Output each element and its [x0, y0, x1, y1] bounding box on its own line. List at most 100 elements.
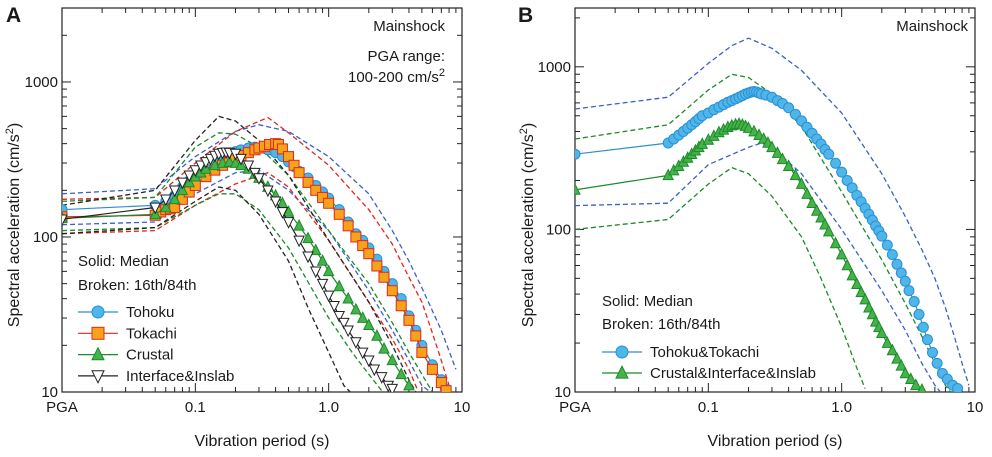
tokachi-84th-line [62, 116, 450, 386]
tokachi-point [416, 346, 428, 358]
panel-b-x-tick-label: 10 [967, 399, 984, 416]
tohoku-tokachi-point [841, 174, 853, 186]
panel-a-letter: A [6, 4, 21, 27]
crustal-series [62, 155, 415, 391]
legend-item-interface-inslab: Interface&Inslab [78, 368, 234, 385]
tokachi-point [371, 260, 383, 272]
tohoku-tokachi-point [881, 239, 893, 251]
panel-a-legend: Tohoku Tokachi Crustal Interface&Inslab [78, 304, 234, 385]
panel-a-plot-area: PGA 0.1 1.0 10 10 100 1000 [25, 7, 470, 416]
tokachi-16th-line [62, 171, 418, 389]
crustal-16th-line [62, 193, 383, 392]
panel-b-note-median: Solid: Median [602, 293, 693, 310]
interface-inslab-point [316, 278, 329, 291]
crustal-interface-inslab-point [910, 378, 922, 391]
interface-inslab-point [356, 347, 369, 360]
crustal-point [378, 341, 390, 354]
panel-b-y-tick-label: 10 [554, 384, 571, 401]
crustal-interface-inslab-point [881, 336, 894, 348]
panel-b-x-tick-label: PGA [559, 399, 591, 416]
crustal-interface-inslab-point [742, 121, 755, 133]
crustal-interface-inslab-84th-line [575, 73, 951, 392]
tokachi-point [317, 191, 329, 203]
tohoku-tokachi-point [913, 308, 925, 320]
tohoku-tokachi-point [876, 230, 888, 242]
legend-item-tohoku: Tohoku [78, 304, 174, 321]
panel-a-pga-range-label: PGA range: [367, 48, 445, 65]
panel-b-x-tick-label: 1.0 [831, 399, 852, 416]
crustal-point [176, 183, 189, 196]
crustal-point [350, 302, 362, 315]
panel-b-title: Mainshock [896, 18, 968, 35]
pga-range-superscript: 2 [439, 67, 445, 79]
interface-inslab-point [183, 170, 196, 183]
tohoku-tokachi-point [899, 275, 911, 287]
panel-a-note-median: Solid: Median [78, 253, 169, 270]
crustal-interface-inslab-point [904, 372, 917, 384]
legend-item-tokachi: Tokachi [78, 325, 177, 342]
legend-item-tohoku-tokachi: Tohoku&Tokachi [602, 344, 759, 361]
interface-inslab-point [269, 196, 282, 209]
crustal-point [333, 279, 346, 292]
crustal-interface-inslab-point [899, 366, 912, 379]
crustal-point [159, 200, 172, 213]
crustal-interface-inslab-point [895, 358, 908, 371]
crustal-interface-inslab-point [810, 204, 823, 216]
interface-inslab-point [189, 165, 202, 177]
tohoku-tokachi-point [575, 148, 581, 160]
panel-a-frame [61, 7, 463, 393]
panel-b-letter: B [518, 4, 533, 27]
crustal-interface-inslab-point [875, 326, 888, 338]
interface-inslab-point [253, 173, 265, 185]
tokachi-point [276, 143, 288, 155]
panel-a-x-tick-label: 1.0 [318, 399, 339, 416]
tohoku-tokachi-median-line [575, 90, 958, 390]
tohoku-tokachi-point [926, 346, 938, 358]
crustal-interface-inslab-point [766, 140, 778, 153]
crustal-point [168, 192, 181, 205]
tokachi-point [426, 363, 438, 375]
tokachi-point [440, 385, 452, 392]
legend-label: Crustal&Interface&Inslab [650, 365, 816, 382]
tohoku-tokachi-point [931, 357, 943, 369]
crustal-interface-inslab-point [771, 146, 784, 158]
interface-inslab-point [235, 153, 247, 166]
crustal-interface-inslab-point [748, 124, 760, 137]
panel-a-ylabel-sup: 2 [4, 128, 16, 134]
panel-b-x-tick-label: 0.1 [698, 399, 719, 416]
legend-label: Tohoku&Tokachi [650, 344, 759, 361]
tohoku-tokachi-point [783, 102, 795, 114]
panel-b-y-tick-label: 100 [546, 221, 571, 238]
panel-a-title: Mainshock [373, 18, 445, 35]
tohoku-tokachi-point [903, 285, 915, 297]
crustal-interface-inslab-point [855, 285, 867, 298]
crustal-interface-inslab-point [851, 277, 863, 290]
crustal-interface-inslab-point [789, 168, 802, 181]
panel-a-ylabel-close: ) [6, 123, 23, 128]
crustal-point [403, 378, 415, 391]
interface-inslab-point [362, 355, 375, 368]
tohoku-tokachi-point [917, 321, 929, 333]
crustal-interface-inslab-point [822, 224, 835, 237]
panel-a-ylabel: Spectral acceleration (cm/s2) [4, 123, 23, 327]
panel-b-chart: B PGA 0.1 1.0 10 10 100 1000 Mainshock Solid: … [518, 4, 983, 450]
crustal-interface-inslab-point [819, 217, 831, 230]
crustal-point [362, 318, 375, 330]
interface-inslab-point [375, 372, 388, 384]
crustal-interface-inslab-16th-line [575, 166, 866, 389]
tokachi-point [293, 167, 305, 179]
panel-a-chart: A PGA 0.1 1.0 10 10 100 1000 Mainshock PGA ran… [4, 4, 470, 450]
legend-marker [615, 345, 629, 359]
tokachi-point [403, 314, 415, 326]
panel-a-note-percentile: Broken: 16th/84th [78, 277, 196, 294]
interface-inslab-point [368, 364, 381, 377]
tohoku-16th-line [62, 169, 431, 392]
legend-marker [91, 326, 105, 340]
tokachi-point [333, 208, 345, 220]
panel-a-x-tick-label: PGA [46, 399, 78, 416]
interface-inslab-point [159, 194, 172, 207]
interface-inslab-point [262, 185, 274, 198]
crustal-interface-inslab-point [866, 307, 879, 320]
interface-inslab-point [242, 160, 255, 173]
